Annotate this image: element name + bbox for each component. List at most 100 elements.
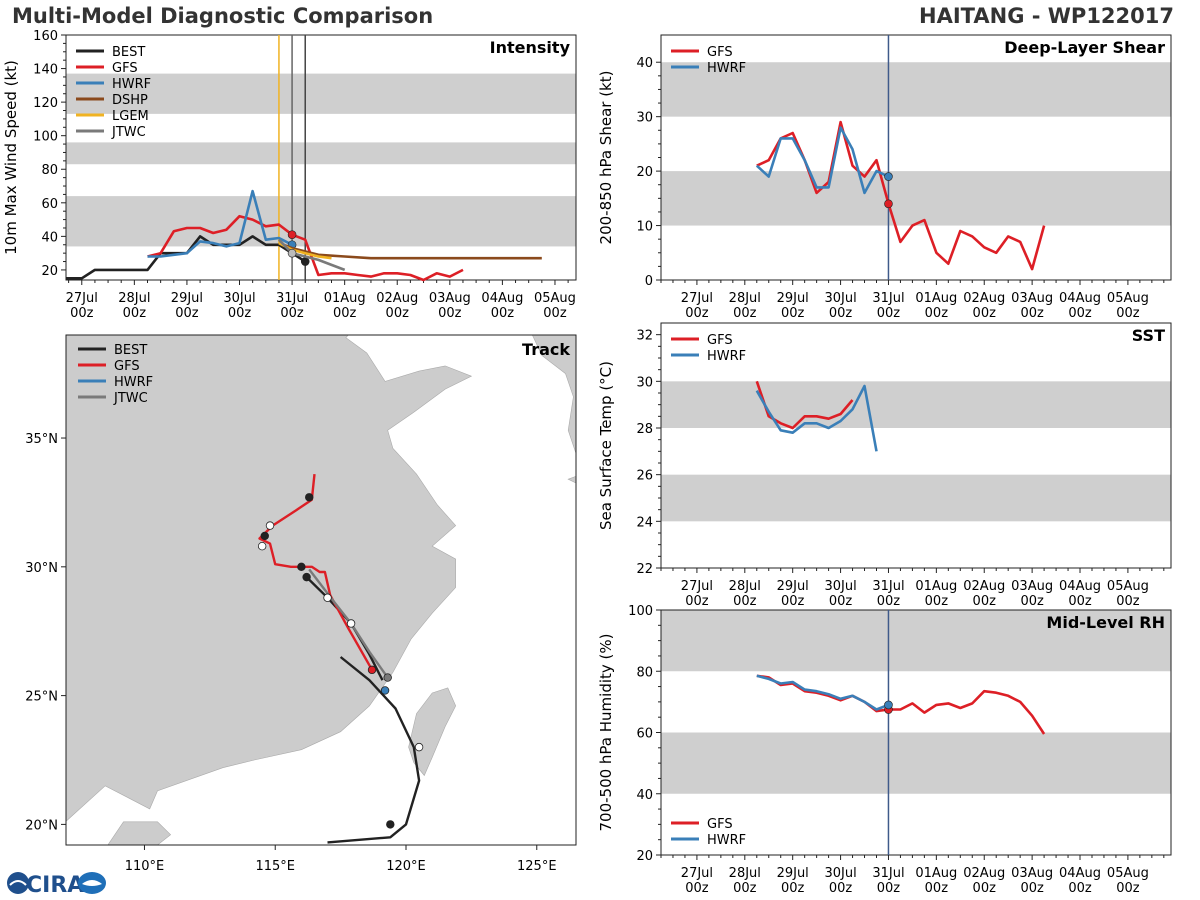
track-map-land xyxy=(66,335,576,845)
x-tick-label-day: 05Aug xyxy=(1107,291,1149,306)
legend-label-hwrf: HWRF xyxy=(707,349,746,364)
legend-label-gfs: GFS xyxy=(707,45,733,60)
x-tick-label-hour: 00z xyxy=(1020,306,1044,321)
shaded-band xyxy=(66,73,576,114)
x-tick-label-hour: 00z xyxy=(228,306,252,321)
x-tick-label-day: 28Jul xyxy=(118,291,150,306)
panel-title: Intensity xyxy=(490,38,571,57)
x-tick-label-day: 03Aug xyxy=(429,291,471,306)
x-tick-label-day: 27Jul xyxy=(681,866,713,881)
track-marker-best-inland xyxy=(265,521,275,530)
x-tick-label-day: 05Aug xyxy=(534,291,576,306)
track-line-gfs xyxy=(258,473,374,671)
track-marker-best-inland xyxy=(305,493,314,502)
y-tick-label: 40 xyxy=(636,56,653,71)
x-tick-label-day: 01Aug xyxy=(324,291,366,306)
x-tick-label: 125°E xyxy=(517,859,557,874)
x-tick-label-day: 27Jul xyxy=(681,291,713,306)
series-line-gfs xyxy=(147,214,464,282)
x-tick-label-hour: 00z xyxy=(1020,881,1044,896)
y-tick-label: 20 xyxy=(636,165,653,180)
series-marker-hwrf xyxy=(884,700,893,710)
series-line-hwrf xyxy=(147,189,293,258)
legend-label-jtwc: JTWC xyxy=(111,125,146,140)
shaded-band xyxy=(661,474,1171,522)
x-tick-label: 120°E xyxy=(386,859,426,874)
track-marker-hwrf xyxy=(380,686,390,695)
x-tick-label-day: 29Jul xyxy=(777,866,809,881)
y-axis-label: 200-850 hPa Shear (kt) xyxy=(597,71,615,245)
legend-label-gfs: GFS xyxy=(112,61,138,76)
panel-title: Mid-Level RH xyxy=(1046,613,1165,632)
x-tick-label-day: 27Jul xyxy=(681,579,713,594)
y-tick-label: 160 xyxy=(33,29,58,44)
y-tick-label: 10 xyxy=(636,220,653,235)
x-tick-label-hour: 00z xyxy=(70,306,94,321)
legend-label-hwrf: HWRF xyxy=(707,833,746,848)
x-tick-label-day: 04Aug xyxy=(481,291,523,306)
x-tick-label-hour: 00z xyxy=(781,881,805,896)
y-tick-label: 60 xyxy=(636,727,653,742)
legend-label-gfs: GFS xyxy=(707,333,733,348)
series-line-hwrf xyxy=(755,384,878,452)
y-axis-label: 10m Max Wind Speed (kt) xyxy=(2,60,20,255)
x-tick-label-hour: 00z xyxy=(438,306,462,321)
y-tick-label: 40 xyxy=(636,788,653,803)
x-tick-label-day: 30Jul xyxy=(824,291,856,306)
x-tick-label-day: 29Jul xyxy=(777,579,809,594)
panel-title: Track xyxy=(522,340,570,359)
track-line-best xyxy=(327,656,421,844)
y-tick-label: 20 xyxy=(636,849,653,864)
y-tick-label: 26 xyxy=(636,469,653,484)
y-tick-label: 120 xyxy=(33,96,58,111)
x-tick-label-day: 02Aug xyxy=(963,291,1005,306)
legend-label-jtwc: JTWC xyxy=(113,391,148,406)
y-tick-label: 100 xyxy=(628,604,653,619)
shaded-band xyxy=(661,62,1171,117)
x-tick-label-hour: 00z xyxy=(829,594,853,609)
panel-title: SST xyxy=(1132,326,1165,345)
y-tick-label: 100 xyxy=(33,130,58,145)
x-tick-label-hour: 00z xyxy=(1116,306,1140,321)
x-tick-label-hour: 00z xyxy=(733,594,757,609)
legend-label-best: BEST xyxy=(112,45,145,60)
x-tick-label-hour: 00z xyxy=(1116,594,1140,609)
x-tick-label-day: 29Jul xyxy=(777,291,809,306)
x-tick-label-day: 02Aug xyxy=(376,291,418,306)
x-tick-label-day: 01Aug xyxy=(915,579,957,594)
page-title: Multi-Model Diagnostic Comparison xyxy=(12,4,434,28)
track-marker-best xyxy=(414,742,424,752)
x-tick-label-hour: 00z xyxy=(1068,881,1092,896)
legend-label-gfs: GFS xyxy=(707,817,733,832)
x-tick-label-hour: 00z xyxy=(1068,306,1092,321)
jeju-island xyxy=(567,476,576,484)
panel-track: 110°E 115°E 120°E 125°E 20°N 25°N 30°N 35°N Trac… xyxy=(25,334,577,874)
x-tick-label-hour: 00z xyxy=(829,306,853,321)
x-tick-label-day: 03Aug xyxy=(1011,579,1053,594)
x-tick-label-day: 04Aug xyxy=(1059,291,1101,306)
x-tick-label-day: 31Jul xyxy=(872,291,904,306)
y-tick-label: 24 xyxy=(636,515,653,530)
x-tick-label-hour: 00z xyxy=(543,306,567,321)
track-marker-best-inland xyxy=(260,531,269,541)
x-tick-label-day: 31Jul xyxy=(276,291,308,306)
x-tick-label-hour: 00z xyxy=(685,594,709,609)
x-tick-label-hour: 00z xyxy=(925,594,949,609)
logo-badge-wave xyxy=(82,880,102,886)
x-tick-label-hour: 00z xyxy=(386,306,410,321)
shaded-band xyxy=(66,196,576,247)
x-tick-label-hour: 00z xyxy=(1068,594,1092,609)
series-marker-hwrf xyxy=(884,172,893,181)
x-tick-label-day: 02Aug xyxy=(963,866,1005,881)
y-axis-label: 700-500 hPa Humidity (%) xyxy=(597,633,615,831)
x-tick-label: 115°E xyxy=(255,859,295,874)
cira-logo-swirl xyxy=(9,880,27,886)
y-tick-label: 30 xyxy=(636,375,653,390)
y-tick-label: 32 xyxy=(636,329,653,344)
x-tick-label-day: 30Jul xyxy=(824,579,856,594)
x-tick-label-day: 01Aug xyxy=(915,866,957,881)
legend-label-hwrf: HWRF xyxy=(114,375,153,390)
series-line-hwrf xyxy=(755,126,890,195)
x-tick-label-hour: 00z xyxy=(925,881,949,896)
panel-rh: 2040608010027Jul00z28Jul00z29Jul00z30Jul… xyxy=(597,604,1172,896)
